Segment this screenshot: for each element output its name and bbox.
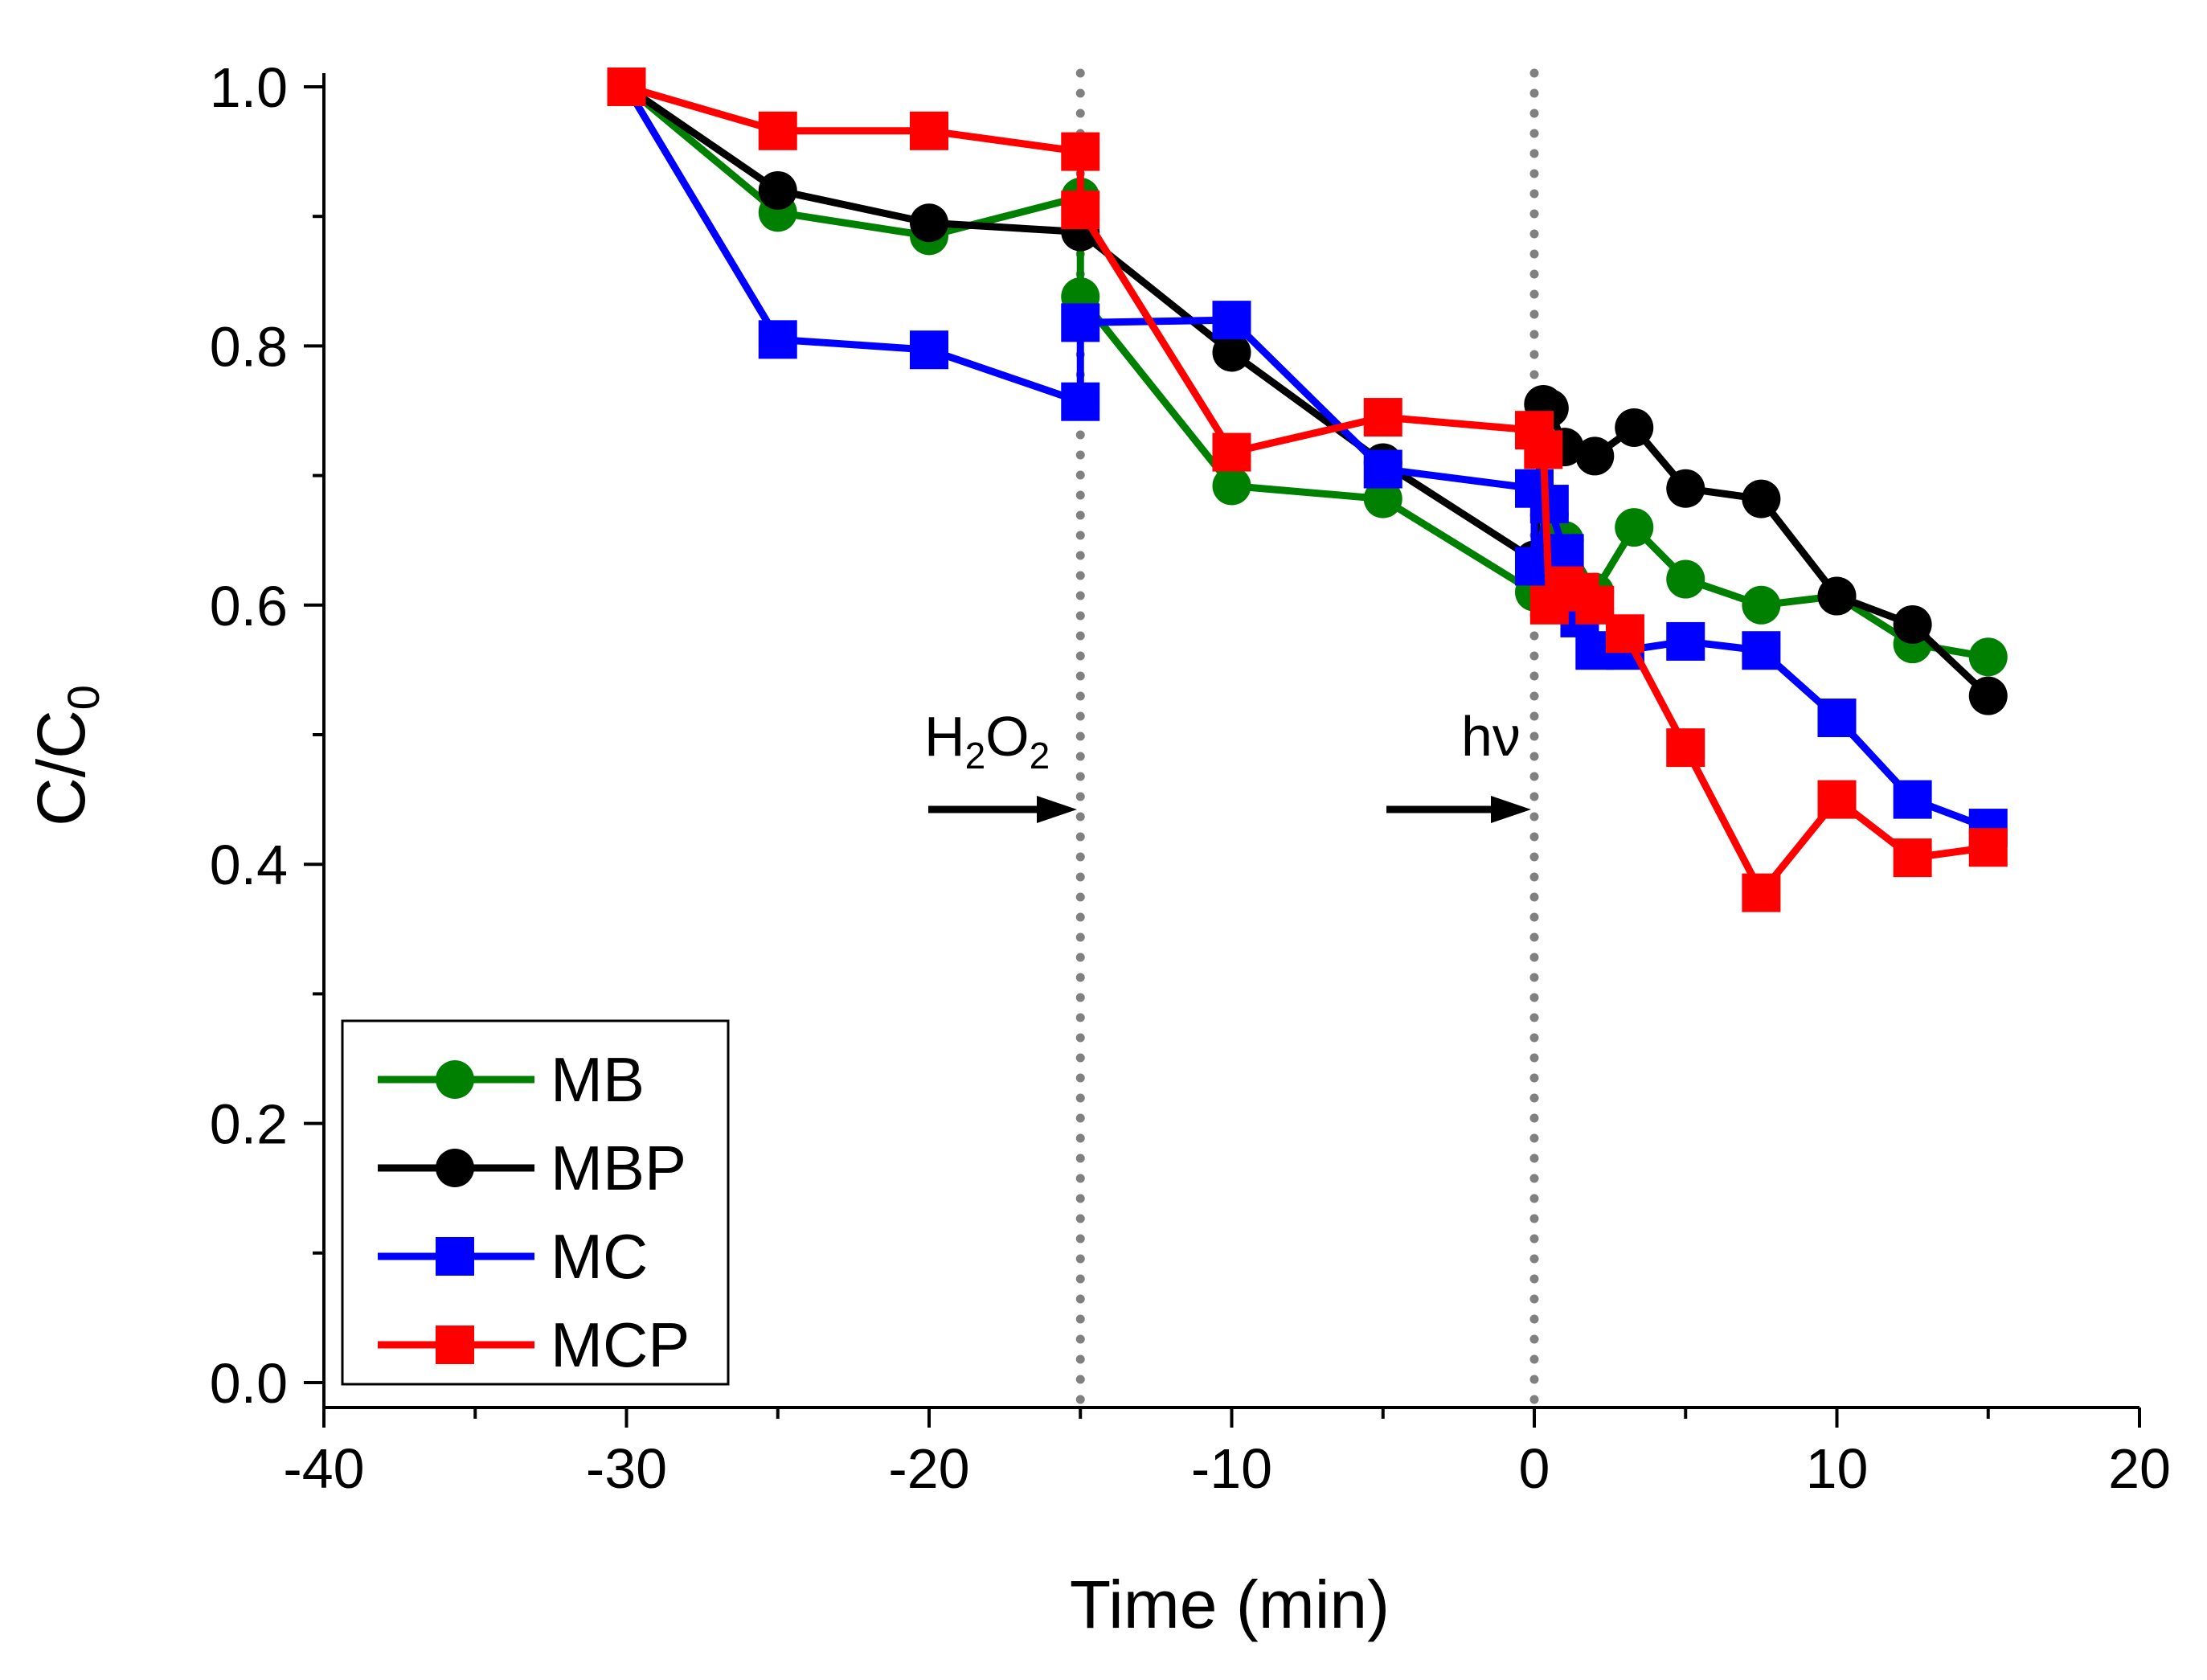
data-point [1212,333,1251,372]
data-point [1742,873,1781,912]
data-point [1666,559,1705,599]
data-point [1212,432,1251,472]
data-point [1666,728,1705,768]
data-point [1363,398,1402,437]
data-point [1061,382,1100,421]
legend: MB MBP MC MCP [341,1019,730,1386]
data-point [1968,637,2008,677]
data-point [1893,604,1932,644]
legend-marker [436,1237,474,1276]
legend-marker [436,1326,474,1364]
data-point [1968,828,2008,867]
data-point [1061,191,1100,230]
data-point [758,320,797,359]
y-tick-label: 0.4 [210,834,288,896]
svg-text:hν: hν [1461,705,1521,768]
legend-label: MCP [551,1309,690,1380]
data-point [1666,469,1705,508]
y-axis-label: C/C0 [23,685,109,826]
legend-label: MB [551,1044,645,1115]
data-point [1615,508,1654,547]
data-point [758,170,797,210]
data-point [1061,132,1100,171]
x-tick-label: 20 [2108,1437,2171,1500]
arrowhead-icon [1491,796,1531,823]
data-point [1893,780,1932,819]
data-point [1524,430,1563,469]
data-point [1968,676,2008,715]
y-tick-label: 0.2 [210,1093,288,1156]
legend-marker [436,1149,474,1187]
data-point [1615,408,1654,447]
x-tick-label: -30 [586,1437,667,1500]
data-point [1817,780,1857,819]
data-point [1212,301,1251,340]
data-point [1605,614,1644,654]
svg-text:H2O2: H2O2 [924,705,1050,776]
y-tick-label: 1.0 [210,56,288,119]
y-tick-label: 0.8 [210,315,288,378]
data-point [1545,534,1584,573]
data-point [1666,621,1705,661]
x-tick-label: -20 [888,1437,969,1500]
x-tick-label: 10 [1806,1437,1869,1500]
data-point [1742,631,1781,670]
x-tick-label: -10 [1191,1437,1272,1500]
annotation-h2o2: H2O2 [924,705,1077,823]
data-point [910,203,948,243]
data-point [910,111,948,150]
data-point [1742,479,1781,518]
legend-marker [436,1060,474,1099]
arrowhead-icon [1037,796,1077,823]
data-point [1363,479,1402,518]
data-point [1212,466,1251,506]
data-point [1742,585,1781,625]
x-tick-label: 0 [1519,1437,1550,1500]
y-tick-label: 0.0 [210,1352,288,1415]
annotation-hv: hν [1386,705,1531,823]
y-tick-label: 0.6 [210,575,288,637]
data-point [910,330,948,370]
data-point [607,68,646,106]
data-point [1061,303,1100,342]
series-mcp [607,68,2008,912]
legend-label: MC [551,1221,648,1292]
data-point [1817,576,1857,616]
data-point [1893,838,1932,878]
legend-label: MBP [551,1133,686,1203]
data-point [1817,699,1857,738]
data-point [1575,436,1615,476]
x-axis-label: Time (min) [1070,1567,1390,1642]
data-point [758,111,797,150]
data-point [1363,449,1402,489]
x-tick-label: -40 [283,1437,364,1500]
